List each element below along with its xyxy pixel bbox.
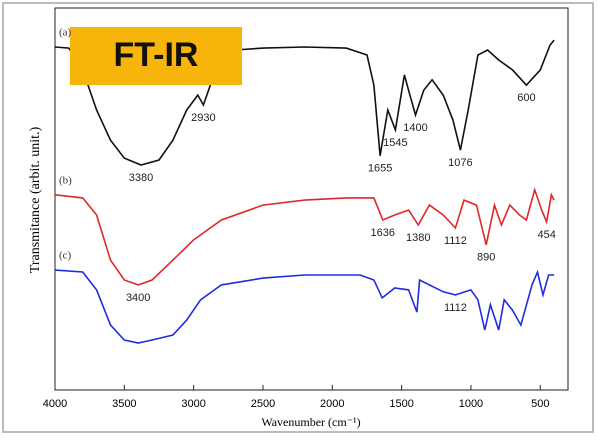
x-tick-label: 3000 (181, 398, 205, 410)
x-tick-label: 500 (531, 398, 549, 410)
series-label: (b) (59, 174, 72, 186)
peak-label: 1112 (444, 235, 467, 247)
x-tick-label: 2500 (251, 398, 275, 410)
peak-label: 1076 (448, 157, 472, 169)
series-label: (a) (59, 26, 72, 38)
peak-label: 1112 (444, 302, 467, 314)
x-tick-label: 3500 (112, 398, 136, 410)
peak-label: 1545 (383, 137, 407, 149)
spectrum-line (54, 269, 555, 344)
y-axis-label: Transmitance (arbit. unit.) (28, 126, 43, 273)
peak-label: 454 (537, 229, 555, 241)
series-label: (c) (59, 250, 72, 262)
plot-area (54, 7, 569, 391)
peak-label: 1655 (368, 163, 392, 175)
badge: FT-IR (114, 36, 199, 74)
peak-label: 3380 (129, 172, 153, 184)
peak-label: 1636 (371, 227, 395, 239)
x-tick-label: 2000 (320, 398, 344, 410)
spectrum-line (54, 187, 555, 286)
peak-label: 890 (477, 252, 495, 264)
peak-label: 2930 (191, 112, 215, 124)
peak-label: 1380 (406, 232, 430, 244)
x-tick-label: 4000 (43, 398, 67, 410)
x-tick-label: 1500 (389, 398, 413, 410)
spectrum-line (54, 39, 555, 166)
peak-label: 3400 (126, 292, 150, 304)
x-axis-label: Wavenumber (cm⁻¹) (261, 415, 360, 429)
x-tick-label: 1000 (459, 398, 483, 410)
peak-label: 1400 (403, 122, 427, 134)
peak-label: 600 (517, 92, 535, 104)
badge-box (70, 27, 242, 85)
